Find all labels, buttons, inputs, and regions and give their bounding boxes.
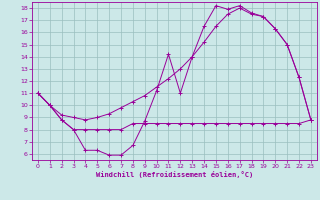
X-axis label: Windchill (Refroidissement éolien,°C): Windchill (Refroidissement éolien,°C) (96, 171, 253, 178)
